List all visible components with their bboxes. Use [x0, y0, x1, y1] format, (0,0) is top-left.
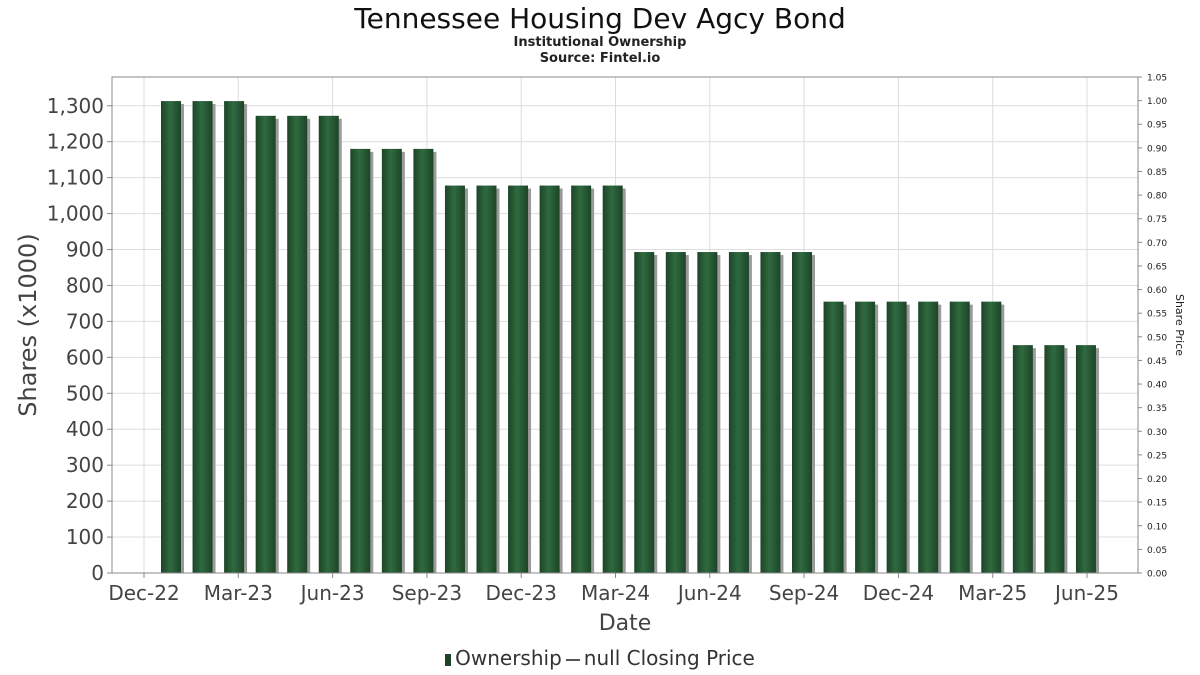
y2-tick-label: 0.90	[1147, 144, 1167, 154]
y2-tick-label: 1.00	[1147, 97, 1167, 107]
bar	[949, 301, 970, 573]
x-tick-label: Jun-23	[299, 581, 365, 605]
y2-tick-label: 0.30	[1147, 428, 1167, 438]
bar	[855, 301, 876, 573]
chart-title: Tennessee Housing Dev Agcy Bond	[354, 2, 846, 35]
y2-tick-label: 0.80	[1147, 192, 1167, 202]
y2-tick-label: 0.35	[1147, 404, 1167, 414]
y-tick-label: 900	[66, 238, 104, 262]
bar	[728, 252, 749, 574]
y2-axis-label: Share Price	[1173, 294, 1186, 356]
y-tick-label: 700	[66, 309, 104, 333]
x-axis-label: Date	[599, 611, 652, 636]
bar	[697, 252, 718, 574]
chart-source: Source: Fintel.io	[539, 51, 661, 66]
bar	[539, 185, 560, 573]
bar	[350, 148, 371, 573]
x-tick-label: Dec-22	[108, 581, 179, 605]
y-tick-label: 100	[66, 525, 104, 549]
y-tick-label: 0	[91, 561, 104, 585]
x-tick-label: Jun-24	[676, 581, 742, 605]
y2-tick-label: 0.05	[1147, 546, 1167, 556]
y2-tick-label: 0.15	[1147, 499, 1167, 509]
y-tick-label: 200	[66, 489, 104, 513]
y2-tick-label: 0.65	[1147, 262, 1167, 272]
bar	[602, 185, 623, 573]
bar	[1075, 345, 1096, 573]
bar	[634, 252, 655, 574]
bar	[476, 185, 497, 573]
y2-tick-label: 0.75	[1147, 215, 1167, 225]
x-tick-label: Mar-24	[581, 581, 650, 605]
x-tick-label: Dec-24	[863, 581, 934, 605]
y2-tick-label: 0.10	[1147, 522, 1167, 532]
bar	[224, 101, 245, 573]
bar	[1012, 345, 1033, 573]
x-tick-label: Sep-24	[769, 581, 839, 605]
bar	[381, 148, 402, 573]
y-tick-label: 800	[66, 273, 104, 297]
bar	[161, 101, 181, 573]
y2-tick-label: 0.50	[1147, 333, 1167, 343]
y2-tick-label: 0.95	[1147, 121, 1167, 131]
y2-tick-label: 0.55	[1147, 310, 1167, 320]
x-tick-label: Sep-23	[392, 581, 462, 605]
bar	[192, 101, 213, 573]
y-tick-label: 1,300	[47, 94, 104, 118]
bar	[823, 301, 844, 573]
y-tick-label: 500	[66, 381, 104, 405]
bar	[1044, 345, 1065, 573]
y2-tick-label: 0.70	[1147, 239, 1167, 249]
legend-price-swatch	[565, 658, 580, 661]
y2-tick-label: 0.60	[1147, 286, 1167, 296]
bar	[665, 252, 686, 574]
y-tick-label: 1,100	[47, 166, 104, 190]
chart-subtitle: Institutional Ownership	[513, 35, 687, 50]
y-tick-label: 600	[66, 345, 104, 369]
bar	[255, 115, 276, 574]
y-tick-label: 400	[66, 417, 104, 441]
y-tick-label: 300	[66, 453, 104, 477]
bar	[981, 301, 1002, 573]
bar	[508, 185, 529, 573]
y2-tick-label: 0.45	[1147, 357, 1167, 367]
bar	[444, 185, 465, 573]
legend: Ownership null Closing Price	[0, 646, 1200, 670]
y2-tick-label: 0.00	[1147, 570, 1167, 580]
y2-tick-label: 0.25	[1147, 451, 1167, 461]
bar	[413, 148, 434, 573]
x-tick-label: Dec-23	[486, 581, 557, 605]
y-tick-label: 1,200	[47, 130, 104, 154]
legend-ownership-label: Ownership	[455, 646, 562, 670]
x-tick-label: Mar-25	[958, 581, 1027, 605]
y-axis-label: Shares (x1000)	[14, 233, 42, 416]
bar	[571, 185, 592, 573]
axes-group: 0 100 200 300 400 500 600 700 800 900 1,000 1,100 1,…	[47, 74, 1168, 606]
bars-group	[161, 101, 1099, 574]
y2-tick-label: 0.85	[1147, 168, 1167, 178]
x-tick-label: Mar-23	[204, 581, 273, 605]
y-tick-label: 1,000	[47, 202, 104, 226]
bar	[792, 252, 812, 574]
y2-tick-label: 0.20	[1147, 475, 1167, 485]
bar	[318, 115, 339, 574]
legend-price-label: null Closing Price	[583, 646, 755, 670]
bar	[886, 301, 907, 573]
bar	[287, 115, 308, 574]
bar	[918, 301, 939, 573]
x-tick-label: Jun-25	[1053, 581, 1119, 605]
y2-tick-label: 0.40	[1147, 381, 1167, 391]
legend-ownership-swatch	[445, 653, 452, 666]
plot-frame	[111, 76, 1139, 574]
bar	[760, 252, 781, 574]
y2-tick-label: 1.05	[1147, 74, 1167, 84]
